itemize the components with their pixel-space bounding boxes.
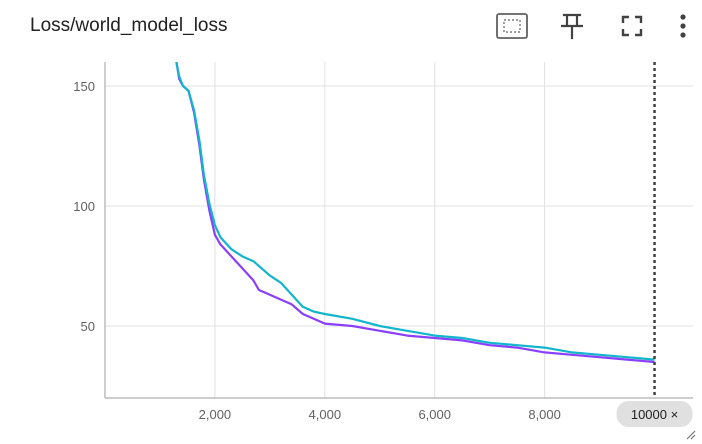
fit-domain-button[interactable] <box>492 8 532 44</box>
y-tick-label: 100 <box>73 199 95 214</box>
pin-button[interactable] <box>552 8 592 44</box>
fullscreen-icon <box>621 15 643 37</box>
more-vert-icon <box>680 14 686 38</box>
x-tick-label: 4,000 <box>309 407 342 422</box>
x-tick-label: 8,000 <box>528 407 561 422</box>
fullscreen-button[interactable] <box>612 8 652 44</box>
pin-icon <box>561 13 583 40</box>
series-line-2 <box>175 62 655 361</box>
fit-domain-icon <box>496 13 528 39</box>
chart-axes <box>104 62 693 399</box>
chart-series <box>175 62 655 364</box>
card-title: Loss/world_model_loss <box>30 15 228 36</box>
card-toolbar <box>492 8 694 44</box>
x-tick-label: 6,000 <box>418 407 451 422</box>
x-tick-label: 2,000 <box>199 407 232 422</box>
y-tick-label: 50 <box>81 319 95 334</box>
resize-handle-icon[interactable] <box>684 428 696 440</box>
tick-labels: 50 100 150 2,000 4,000 6,000 8,000 <box>73 79 561 422</box>
step-chip-background <box>616 401 693 427</box>
step-chip[interactable]: 10000 × <box>616 401 693 427</box>
more-options-button[interactable] <box>672 8 694 44</box>
series-line-1 <box>175 62 655 364</box>
step-chip-label[interactable]: 10000 × <box>631 407 678 422</box>
y-tick-label: 150 <box>73 79 95 94</box>
